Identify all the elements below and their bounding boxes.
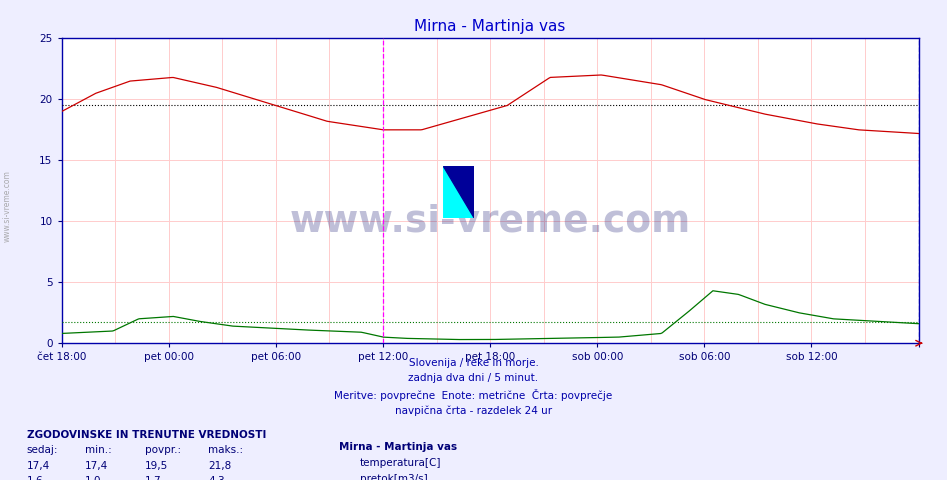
Text: maks.:: maks.:	[208, 445, 243, 456]
Text: 19,5: 19,5	[145, 461, 169, 471]
Text: 4,3: 4,3	[208, 476, 225, 480]
Text: www.si-vreme.com: www.si-vreme.com	[290, 204, 690, 240]
Text: min.:: min.:	[85, 445, 112, 456]
Text: navpična črta - razdelek 24 ur: navpična črta - razdelek 24 ur	[395, 405, 552, 416]
Text: pretok[m3/s]: pretok[m3/s]	[360, 474, 428, 480]
Text: sedaj:: sedaj:	[27, 445, 58, 456]
Text: 1,0: 1,0	[85, 476, 101, 480]
Text: 1,6: 1,6	[27, 476, 44, 480]
Text: Mirna - Martinja vas: Mirna - Martinja vas	[339, 442, 457, 452]
Text: Slovenija / reke in morje.: Slovenija / reke in morje.	[408, 358, 539, 368]
Text: www.si-vreme.com: www.si-vreme.com	[3, 170, 12, 242]
Text: povpr.:: povpr.:	[145, 445, 181, 456]
Text: temperatura[C]: temperatura[C]	[360, 458, 441, 468]
Text: ZGODOVINSKE IN TRENUTNE VREDNOSTI: ZGODOVINSKE IN TRENUTNE VREDNOSTI	[27, 430, 266, 440]
Text: 17,4: 17,4	[27, 461, 50, 471]
Text: 21,8: 21,8	[208, 461, 232, 471]
Text: zadnja dva dni / 5 minut.: zadnja dva dni / 5 minut.	[408, 373, 539, 384]
Title: Mirna - Martinja vas: Mirna - Martinja vas	[415, 20, 565, 35]
Polygon shape	[443, 166, 474, 218]
Text: 1,7: 1,7	[145, 476, 162, 480]
Text: 17,4: 17,4	[85, 461, 109, 471]
Polygon shape	[443, 166, 474, 218]
Text: Meritve: povprečne  Enote: metrične  Črta: povprečje: Meritve: povprečne Enote: metrične Črta:…	[334, 389, 613, 401]
